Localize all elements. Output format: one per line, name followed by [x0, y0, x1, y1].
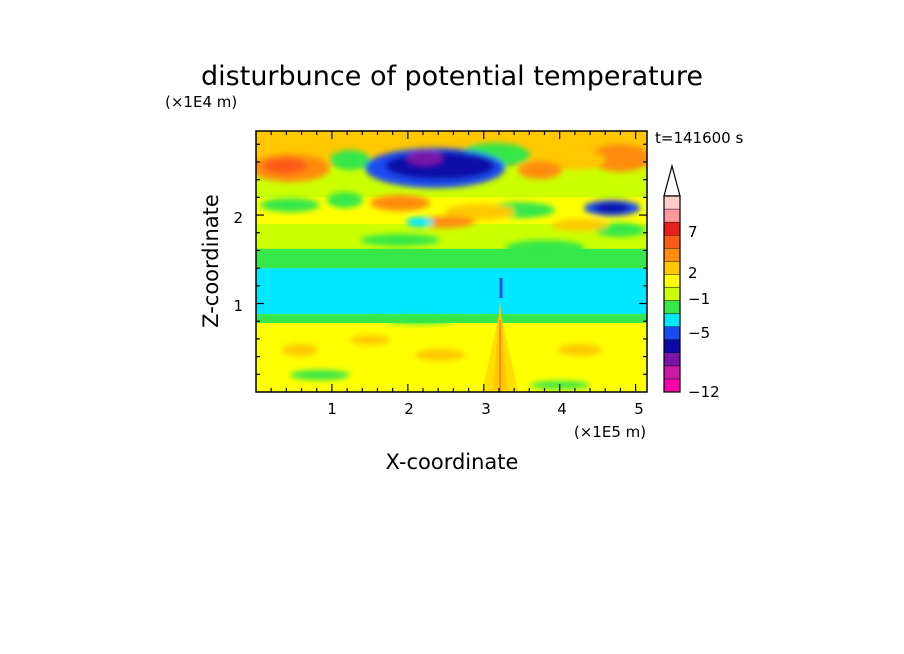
feature-plume [482, 278, 518, 392]
colorbar-extend-arrow [663, 163, 681, 197]
colorbar-cell [663, 221, 681, 236]
x-axis-unit: (×1E5 m) [574, 423, 646, 441]
colorbar-cell [663, 261, 681, 275]
colorbar-cell [663, 352, 681, 367]
y-axis-label: Z-coordinate [199, 194, 223, 328]
colorbar-cell [663, 378, 681, 393]
x-axis-label: X-coordinate [386, 450, 519, 474]
colorbar-cell [663, 339, 681, 354]
x-tick-label: 4 [557, 400, 567, 418]
colorbar-label: 2 [688, 264, 698, 282]
colorbar-cell [663, 287, 681, 301]
x-tick-label: 5 [634, 400, 644, 418]
colorbar-cell [663, 195, 681, 210]
time-label: t=141600 s [655, 129, 743, 147]
feature-upper-left-core [263, 158, 307, 174]
colorbar-label: −12 [688, 383, 720, 401]
colorbar-cell [663, 300, 681, 314]
y-tick-label: 1 [233, 297, 243, 315]
x-tick-label: 1 [327, 400, 337, 418]
y-axis-unit: (×1E4 m) [165, 93, 237, 111]
colorbar-label: 7 [688, 223, 698, 241]
chart-title: disturbunce of potential temperature [201, 61, 703, 92]
y-tick-label: 2 [233, 209, 243, 227]
colorbar: 7 2 −1 −5 −12 [663, 163, 720, 401]
colorbar-label: −1 [688, 290, 710, 308]
colorbar-cell [663, 326, 681, 340]
colorbar-cell [663, 248, 681, 262]
feature-upper-right [590, 144, 647, 172]
x-tick-label: 2 [404, 400, 414, 418]
field-band [256, 248, 647, 269]
contour-field [256, 131, 647, 392]
colorbar-cell [663, 274, 681, 288]
colorbar-cell [663, 313, 681, 327]
colorbar-cell [663, 208, 681, 223]
colorbar-label: −5 [688, 324, 710, 342]
field-band [256, 268, 647, 315]
colorbar-cell [663, 365, 681, 380]
x-tick-label: 3 [481, 400, 491, 418]
colorbar-cell [663, 234, 681, 249]
